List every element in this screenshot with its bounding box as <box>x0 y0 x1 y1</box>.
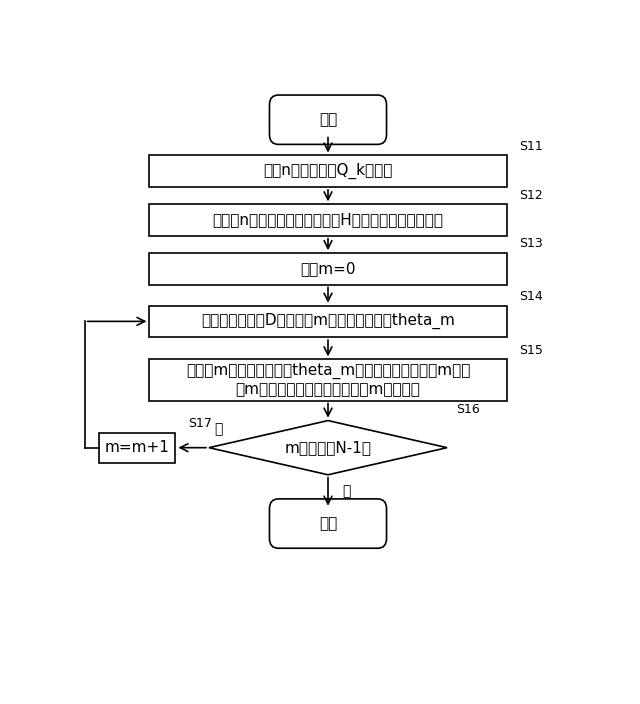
Text: 制备n个量子比特Q_k的基态: 制备n个量子比特Q_k的基态 <box>263 163 393 180</box>
Text: S11: S11 <box>519 140 543 153</box>
Text: 是: 是 <box>342 484 350 498</box>
Text: S15: S15 <box>519 344 543 357</box>
Text: S17: S17 <box>188 417 212 430</box>
Text: 否: 否 <box>214 422 222 436</box>
Bar <box>150 156 507 187</box>
Text: S12: S12 <box>519 189 543 201</box>
Text: 结束: 结束 <box>319 516 337 531</box>
Text: S16: S16 <box>456 403 480 416</box>
Text: m是否等于N-1？: m是否等于N-1？ <box>285 440 371 455</box>
Text: 设置m=0: 设置m=0 <box>300 261 356 276</box>
Bar <box>150 253 507 284</box>
Polygon shape <box>209 420 447 474</box>
FancyBboxPatch shape <box>269 95 387 144</box>
Text: 基于第m数据位的数据值theta_m及当前数据位的序号m，将
第m数据位的相位因子添加到第m量子态上: 基于第m数据位的数据值theta_m及当前数据位的序号m，将 第m数据位的相位因… <box>186 363 470 397</box>
Bar <box>99 433 175 463</box>
Text: S13: S13 <box>519 237 543 251</box>
Bar <box>150 359 507 401</box>
Bar <box>150 204 507 236</box>
Text: m=m+1: m=m+1 <box>104 440 170 455</box>
FancyBboxPatch shape <box>269 499 387 548</box>
Text: S14: S14 <box>519 290 543 303</box>
Bar <box>150 306 507 337</box>
Text: 从经典数据样本D中获取第m数据位的数据值theta_m: 从经典数据样本D中获取第m数据位的数据值theta_m <box>201 313 455 329</box>
Text: 开始: 开始 <box>319 112 337 127</box>
Text: 分别对n个基态的量子比特执行H门操作得到均匀叠加态: 分别对n个基态的量子比特执行H门操作得到均匀叠加态 <box>212 213 444 227</box>
